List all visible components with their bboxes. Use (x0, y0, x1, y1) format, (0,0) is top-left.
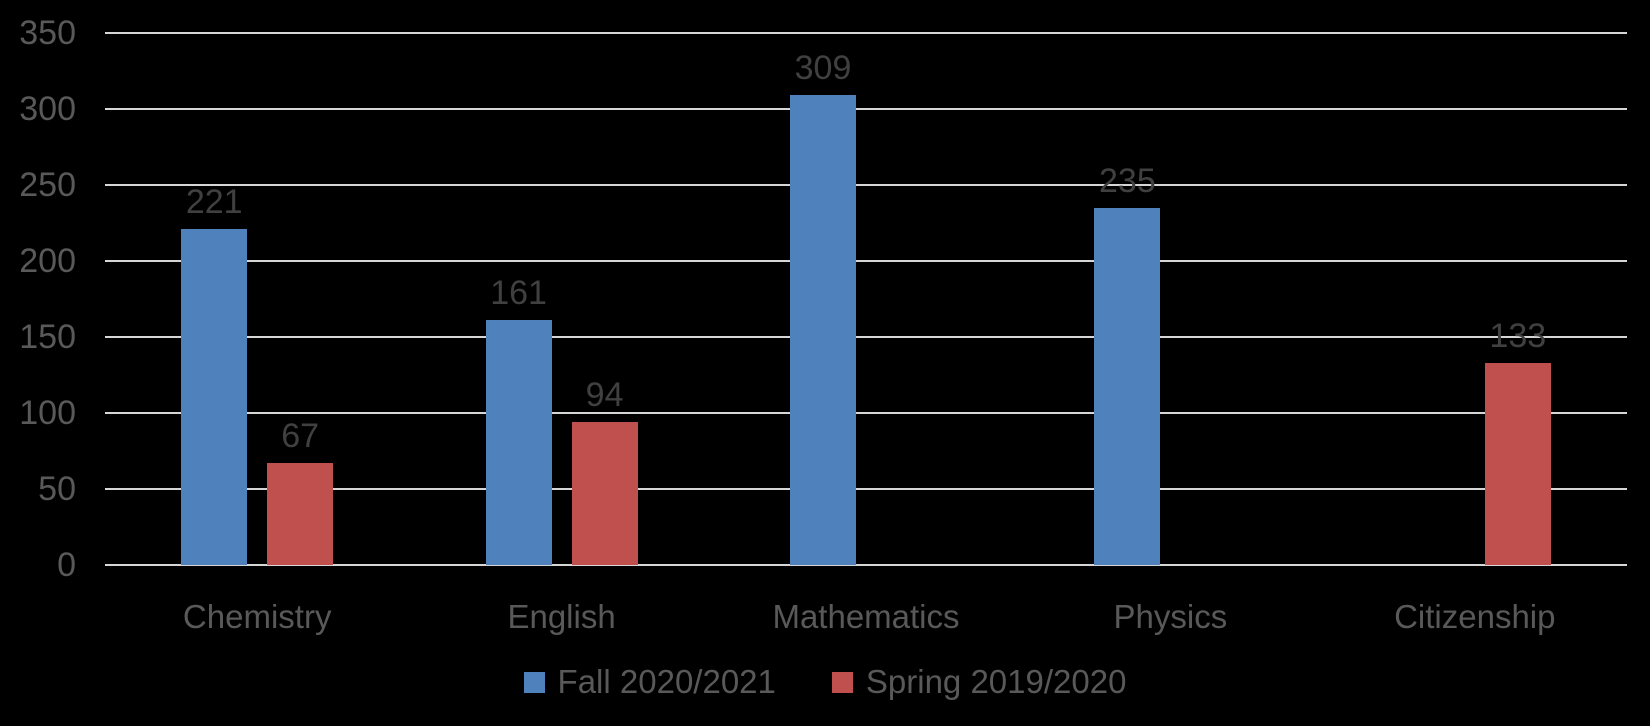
y-axis-tick-label: 50 (38, 470, 76, 508)
legend-label: Spring 2019/2020 (865, 663, 1127, 700)
y-axis-tick-label: 300 (19, 90, 76, 128)
data-label: 309 (794, 49, 852, 88)
gridline-y-0 (105, 564, 1627, 566)
gridline-y-100 (105, 412, 1627, 414)
bar-fall-physics (1094, 207, 1161, 565)
legend-item-fall: Fall 2020/2021 (523, 662, 776, 702)
legend-label: Fall 2020/2021 (557, 663, 776, 700)
y-axis-tick-label: 200 (19, 242, 76, 280)
data-label: 94 (585, 376, 624, 415)
legend-swatch-icon (523, 671, 545, 693)
data-label: 161 (490, 274, 547, 313)
bar-fall-chemistry (181, 229, 248, 565)
gridline-y-150 (105, 336, 1627, 338)
category-label-english: English (507, 598, 616, 635)
y-axis-tick-label: 150 (19, 318, 76, 356)
category-label-physics: Physics (1113, 598, 1228, 635)
data-label: 235 (1099, 161, 1156, 200)
y-axis-tick-label: 0 (57, 546, 76, 584)
bar-spring-citizenship (1484, 362, 1551, 565)
data-label: 67 (281, 417, 320, 456)
legend: Fall 2020/2021 Spring 2019/2020 (0, 662, 1650, 702)
gridline-y-200 (105, 260, 1627, 262)
data-label: 133 (1489, 316, 1547, 355)
legend-swatch-icon (831, 671, 853, 693)
bar-spring-chemistry (267, 463, 334, 565)
y-axis-tick-label: 350 (19, 14, 76, 52)
bar-fall-mathematics (790, 95, 856, 565)
gridline-y-300 (105, 108, 1627, 110)
category-label-chemistry: Chemistry (182, 598, 332, 635)
category-label-citizenship: Citizenship (1394, 598, 1556, 635)
data-label: 221 (185, 183, 243, 222)
category-label-mathematics: Mathematics (772, 598, 960, 635)
y-axis-tick-label: 100 (19, 394, 76, 432)
gridline-y-250 (105, 184, 1627, 186)
bar-spring-english (571, 422, 638, 565)
gridline-y-50 (105, 488, 1627, 490)
y-axis-tick-label: 250 (19, 166, 76, 204)
bar-fall-english (485, 320, 552, 565)
legend-item-spring: Spring 2019/2020 (831, 662, 1127, 702)
gridline-y-350 (105, 32, 1627, 34)
